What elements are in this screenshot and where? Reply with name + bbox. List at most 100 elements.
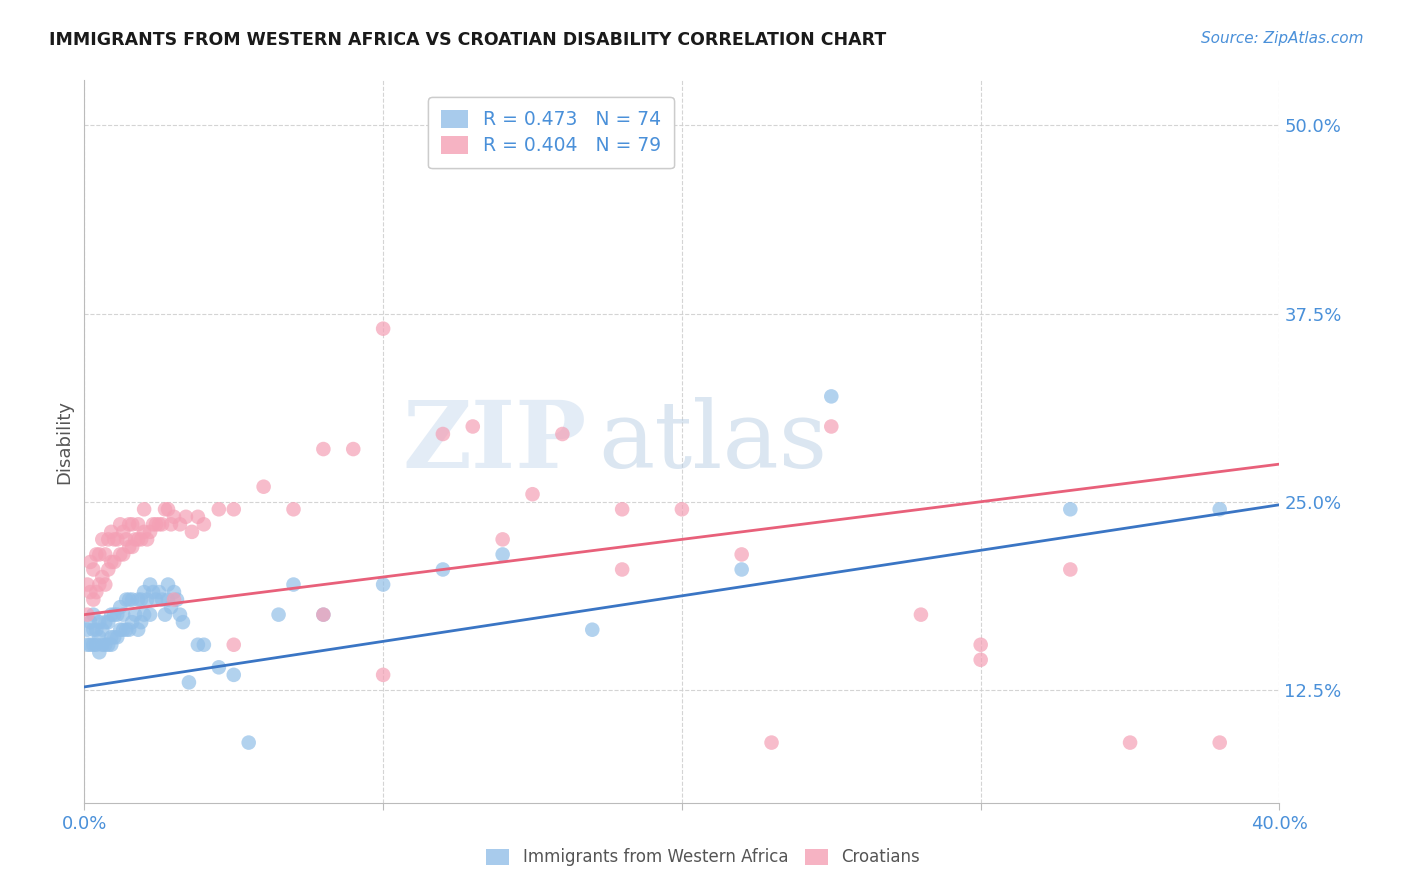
Point xyxy=(79,638,101,652)
Point xyxy=(121,517,143,532)
Point xyxy=(100,630,122,644)
Point xyxy=(127,592,149,607)
Point xyxy=(100,638,122,652)
Point xyxy=(112,524,135,539)
Point xyxy=(731,562,754,576)
Point xyxy=(118,623,141,637)
Point xyxy=(174,509,197,524)
Point xyxy=(492,533,515,547)
Point xyxy=(373,668,395,682)
Point xyxy=(172,615,194,630)
Point xyxy=(373,577,395,591)
Point xyxy=(761,735,783,749)
Point xyxy=(139,577,162,591)
Legend: Immigrants from Western Africa, Croatians: Immigrants from Western Africa, Croatian… xyxy=(478,840,928,875)
Legend: R = 0.473   N = 74, R = 0.404   N = 79: R = 0.473 N = 74, R = 0.404 N = 79 xyxy=(429,97,673,169)
Point xyxy=(86,638,108,652)
Point xyxy=(103,630,125,644)
Point xyxy=(492,548,515,562)
Point xyxy=(1059,562,1081,576)
Point xyxy=(139,607,162,622)
Point xyxy=(148,517,170,532)
Point xyxy=(145,517,167,532)
Point xyxy=(522,487,544,501)
Point xyxy=(253,480,276,494)
Point xyxy=(612,502,634,516)
Point xyxy=(89,615,111,630)
Point xyxy=(267,607,290,622)
Point xyxy=(97,638,120,652)
Point xyxy=(160,517,183,532)
Point xyxy=(76,623,98,637)
Point xyxy=(970,638,993,652)
Point xyxy=(910,607,932,622)
Point xyxy=(731,548,754,562)
Point xyxy=(150,517,173,532)
Point xyxy=(136,533,159,547)
Point xyxy=(132,585,156,599)
Point xyxy=(208,502,231,516)
Point xyxy=(118,517,141,532)
Point xyxy=(121,540,143,554)
Point xyxy=(112,623,135,637)
Point xyxy=(100,607,122,622)
Point xyxy=(1059,502,1081,516)
Point xyxy=(82,607,104,622)
Point xyxy=(82,592,104,607)
Point xyxy=(970,653,993,667)
Point xyxy=(238,735,260,749)
Point xyxy=(193,517,215,532)
Point xyxy=(127,517,149,532)
Point xyxy=(129,615,152,630)
Point xyxy=(181,524,204,539)
Point xyxy=(312,607,335,622)
Point xyxy=(103,607,125,622)
Point xyxy=(169,607,191,622)
Point xyxy=(150,592,173,607)
Point xyxy=(100,524,122,539)
Point xyxy=(79,585,101,599)
Point xyxy=(76,607,98,622)
Point xyxy=(94,615,117,630)
Point xyxy=(112,548,135,562)
Point xyxy=(1119,735,1142,749)
Point xyxy=(283,502,305,516)
Point xyxy=(142,517,165,532)
Point xyxy=(105,630,128,644)
Point xyxy=(163,509,186,524)
Point xyxy=(157,592,180,607)
Point xyxy=(103,555,125,569)
Point xyxy=(432,427,454,442)
Text: IMMIGRANTS FROM WESTERN AFRICA VS CROATIAN DISABILITY CORRELATION CHART: IMMIGRANTS FROM WESTERN AFRICA VS CROATI… xyxy=(49,31,886,49)
Point xyxy=(132,502,156,516)
Point xyxy=(222,668,245,682)
Point xyxy=(115,623,138,637)
Point xyxy=(112,607,135,622)
Text: ZIP: ZIP xyxy=(402,397,586,486)
Point xyxy=(110,548,132,562)
Point xyxy=(82,638,104,652)
Point xyxy=(89,645,111,659)
Point xyxy=(1209,735,1232,749)
Point xyxy=(312,442,335,456)
Point xyxy=(169,517,191,532)
Point xyxy=(97,533,120,547)
Point xyxy=(89,548,111,562)
Point xyxy=(160,600,183,615)
Point xyxy=(79,615,101,630)
Point xyxy=(581,623,603,637)
Point xyxy=(115,592,138,607)
Point xyxy=(76,577,98,591)
Point xyxy=(91,623,114,637)
Point xyxy=(208,660,231,674)
Point xyxy=(148,585,170,599)
Point xyxy=(461,419,484,434)
Point xyxy=(163,592,186,607)
Point xyxy=(145,592,167,607)
Point xyxy=(132,524,156,539)
Point xyxy=(110,517,132,532)
Point xyxy=(432,562,454,576)
Point xyxy=(139,524,162,539)
Point xyxy=(127,533,149,547)
Point xyxy=(136,592,159,607)
